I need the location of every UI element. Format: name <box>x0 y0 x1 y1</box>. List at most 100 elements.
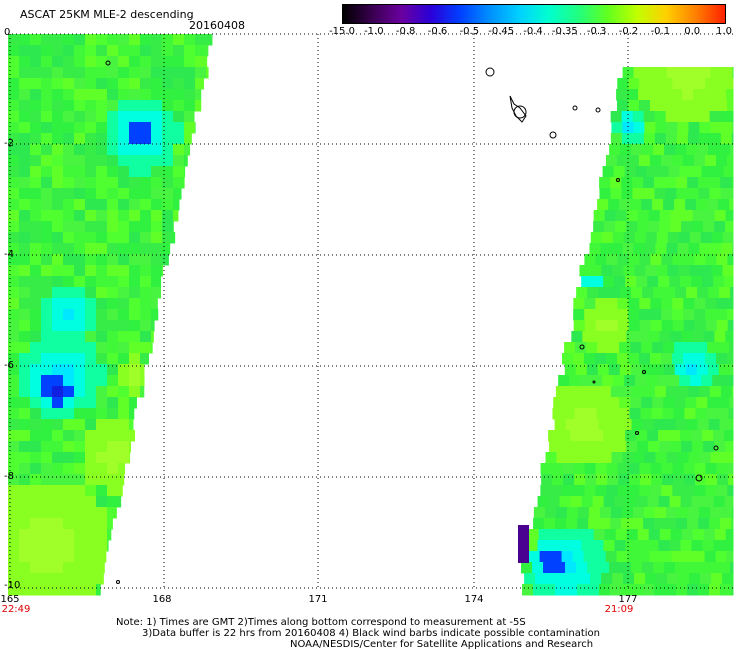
swath-cell <box>704 155 717 167</box>
swath-cell <box>727 78 734 90</box>
swath-cell <box>725 441 734 453</box>
swath-cell <box>162 265 164 277</box>
swath-cell <box>63 485 75 497</box>
swath-cell <box>30 518 42 530</box>
swath-cell <box>722 232 734 244</box>
swath-cell <box>151 199 163 211</box>
swath-cell <box>63 353 75 365</box>
swath-cell <box>63 265 75 277</box>
swath-cell <box>617 320 630 332</box>
swath-cell <box>52 122 64 134</box>
swath-cell <box>709 386 722 398</box>
colorbar-tick-label: -0.6 <box>427 26 448 37</box>
swath-cell <box>140 144 152 156</box>
swath-cell <box>41 364 53 376</box>
swath-cell <box>642 287 654 299</box>
swath-cell <box>653 562 665 574</box>
swath-cell <box>63 430 75 442</box>
swath-cell <box>85 320 97 332</box>
swath-cell <box>615 331 627 343</box>
swath-cell <box>602 375 614 387</box>
swath-cell <box>665 177 677 189</box>
swath-cell <box>714 331 726 343</box>
swath-cell <box>648 210 661 222</box>
swath-cell <box>118 34 130 46</box>
swath-cell <box>570 430 582 442</box>
swath-cell <box>664 562 676 574</box>
swath-cell <box>541 474 553 486</box>
swath-cell <box>85 419 97 431</box>
swath-cell <box>673 474 685 486</box>
swath-cell <box>731 386 734 398</box>
swath-cell <box>619 397 631 409</box>
swath-cell <box>140 342 152 354</box>
swath-cell <box>731 133 734 145</box>
swath-cell <box>63 496 75 508</box>
swath-cell <box>671 155 684 167</box>
swath-cell <box>41 485 53 497</box>
swath-cell <box>8 232 20 244</box>
swath-cell <box>658 540 670 552</box>
swath-cell <box>596 408 608 420</box>
swath-cell <box>19 452 31 464</box>
swath-cell <box>118 56 130 68</box>
swath-cell <box>686 419 699 431</box>
swath-cell <box>665 188 677 200</box>
swath-cell <box>678 232 691 244</box>
swath-cell <box>714 441 726 453</box>
swath-cell <box>96 188 108 200</box>
swath-cell <box>573 320 586 332</box>
swath-cell <box>151 287 162 299</box>
swath-cell <box>107 221 119 233</box>
swath-cell <box>107 463 119 475</box>
swath-cell <box>184 155 188 167</box>
swath-cell <box>85 342 97 354</box>
swath-cell <box>720 133 733 145</box>
swath-cell <box>589 452 602 464</box>
swath-cell <box>677 67 690 79</box>
swath-cell <box>118 177 130 189</box>
swath-cell <box>720 584 732 596</box>
swath-cell <box>712 375 724 387</box>
swath-cell <box>74 133 86 145</box>
swath-cell <box>655 243 667 255</box>
swath-cell <box>184 34 196 46</box>
swath-cell <box>533 584 545 596</box>
swath-cell <box>19 584 31 596</box>
swath-cell <box>619 199 631 211</box>
swath-cell <box>107 375 119 387</box>
swath-cell <box>644 122 656 134</box>
swath-cell <box>699 452 712 464</box>
swath-cell <box>615 210 628 222</box>
map-date: 20160408 <box>189 19 245 32</box>
swath-cell <box>129 155 141 167</box>
swath-cell <box>30 287 42 299</box>
swath-cell <box>694 254 706 266</box>
swath-cell <box>605 551 618 563</box>
swath-cell <box>41 562 53 574</box>
swath-cell <box>686 144 698 156</box>
swath-cell <box>636 430 648 442</box>
swath-cell <box>603 496 616 508</box>
swath-cell <box>118 331 130 343</box>
swath-cell <box>118 397 130 409</box>
swath-cell <box>19 496 31 508</box>
swath-cell <box>8 397 20 409</box>
swath-cell <box>637 221 649 233</box>
swath-cell <box>588 518 600 530</box>
swath-cell <box>107 34 119 46</box>
swath-cell <box>680 430 692 442</box>
swath-cell <box>668 375 680 387</box>
swath-cell <box>19 298 31 310</box>
swath-cell <box>140 331 152 343</box>
swath-cell <box>52 177 64 189</box>
swath-cell <box>715 353 728 365</box>
swath-cell <box>560 441 572 453</box>
swath-cell <box>694 463 707 475</box>
swath-cell <box>8 430 20 442</box>
swath-cell <box>63 122 75 134</box>
swath-cell <box>41 56 53 68</box>
swath-cell <box>63 507 75 519</box>
swath-cell <box>184 111 195 123</box>
swath-cell <box>96 353 108 365</box>
